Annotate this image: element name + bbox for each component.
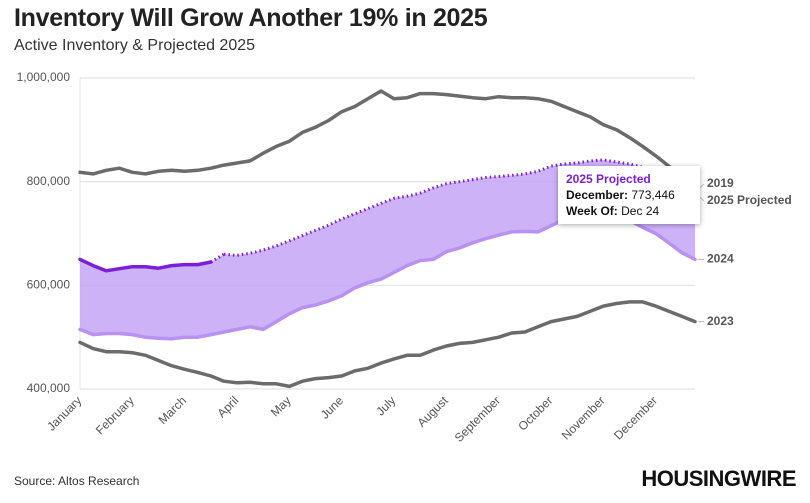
series-line [78,257,213,273]
tooltip-value-row: December: 773,446 [566,187,692,203]
y-tick-label: 800,000 [27,174,71,188]
x-tick-label: August [414,393,451,430]
x-tick-label: April [215,393,242,420]
y-tick-label: 1,000,000 [17,70,71,84]
tooltip-week-row: Week Of: Dec 24 [566,203,692,219]
x-tick-label: July [373,393,398,418]
tooltip-week: Dec 24 [621,204,660,218]
x-tick-label: January [44,393,84,433]
chart-title: Inventory Will Grow Another 19% in 2025 [14,4,488,32]
tooltip-week-label: Week Of: [566,204,618,218]
tooltip: 2025 Projected December: 773,446 Week Of… [558,166,700,224]
series-line [78,300,697,389]
series-end-label: 2023 [707,314,734,328]
y-tick-label: 400,000 [27,381,71,395]
x-tick-label: October [515,393,555,433]
tooltip-value: 773,446 [631,188,675,202]
chart-subtitle: Active Inventory & Projected 2025 [14,37,256,54]
series-line [78,89,697,192]
x-tick-label: December [611,393,660,442]
source: Source: Altos Research [14,474,140,488]
y-tick-label: 600,000 [27,278,71,292]
series-end-label: 2019 [707,176,734,190]
series-end-label: 2024 [707,252,734,266]
series-end-label: 2025 Projected [707,193,792,207]
x-tick-label: February [93,393,137,437]
x-tick-label: March [156,393,189,426]
x-tick-label: September [452,393,503,444]
tooltip-series: 2025 Projected [566,172,651,186]
x-tick-label: June [318,393,347,422]
x-tick-label: November [559,393,608,442]
series-line-projected [223,158,696,257]
tooltip-label: December: [566,188,629,202]
x-tick-label: May [268,393,294,419]
projection-band [80,159,695,339]
brand-logo: HOUSINGWIRE [641,466,796,491]
